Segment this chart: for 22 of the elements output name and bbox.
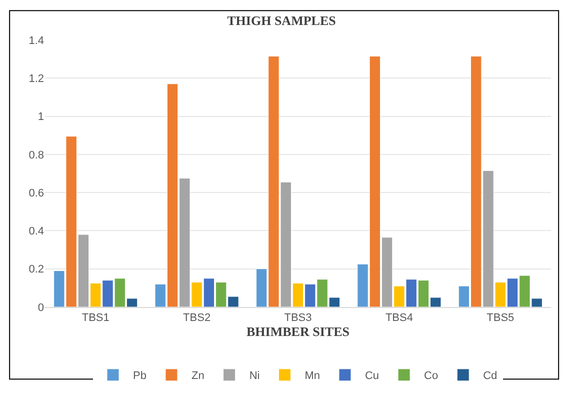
x-tick-label: TBS3 — [284, 312, 312, 324]
x-axis-title: BHIMBER SITES — [246, 324, 350, 340]
y-tick-label: 0.8 — [28, 149, 44, 162]
legend-label: Ni — [249, 370, 260, 382]
y-tick-label: 1.2 — [28, 72, 44, 85]
x-tick-label: TBS4 — [385, 312, 413, 324]
legend-label: Cu — [364, 370, 380, 382]
x-tick-label: TBS5 — [486, 312, 514, 324]
legend-label: Mn — [304, 370, 320, 382]
legend-label: Co — [424, 370, 438, 382]
y-tick-label: 0.2 — [28, 264, 44, 276]
x-tick-label: TBS2 — [183, 312, 211, 324]
y-tick-label: 0.6 — [28, 187, 44, 200]
chart-title: THIGH SAMPLES — [227, 13, 336, 28]
legend-label: Cd — [483, 370, 498, 382]
y-tick-label: 0.4 — [28, 226, 44, 238]
y-tick-label: 1 — [38, 111, 44, 124]
legend-label: Zn — [191, 370, 204, 382]
legend-label: Pb — [133, 370, 146, 382]
y-tick-label: 1.4 — [28, 34, 44, 47]
y-tick-label: 0 — [38, 302, 44, 314]
x-tick-label: TBS1 — [82, 312, 110, 324]
